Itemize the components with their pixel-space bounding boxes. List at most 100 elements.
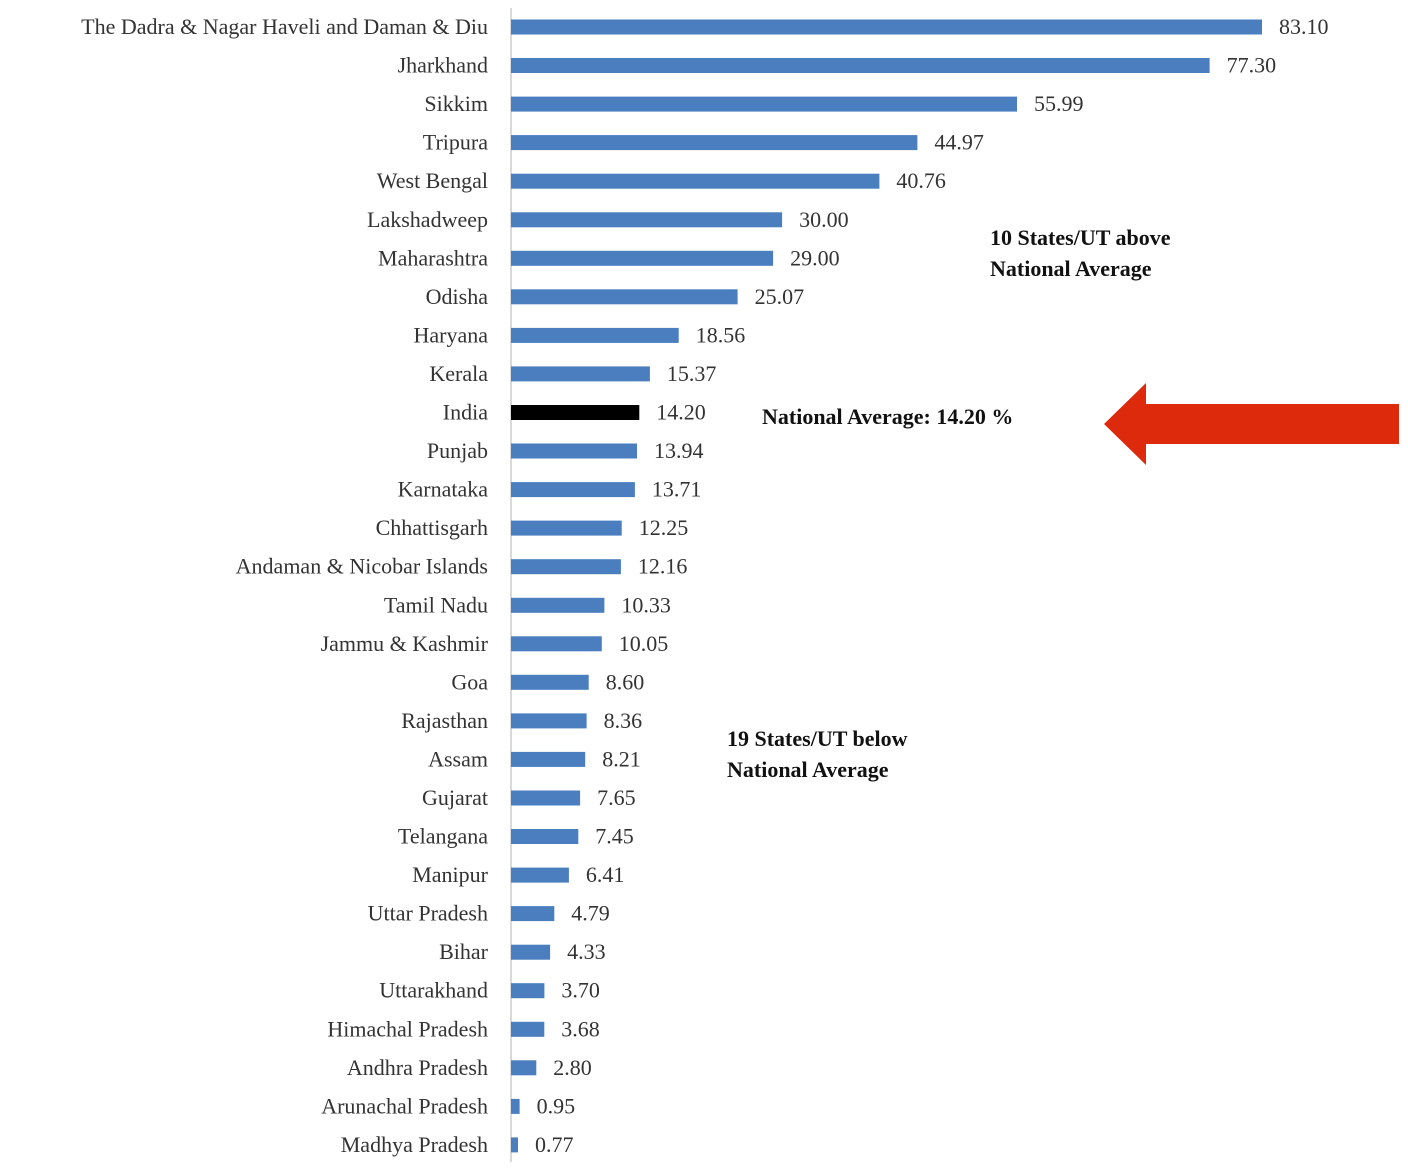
value-label-10: 14.20 (656, 400, 706, 425)
category-label-1: Jharkhand (398, 53, 488, 78)
value-label-27: 2.80 (553, 1055, 592, 1080)
bars-group (511, 19, 1262, 1153)
annotation-above-line1: 10 States/UT above (990, 225, 1171, 250)
annotation-below-line1: 19 States/UT below (727, 726, 908, 751)
bar-1 (511, 58, 1210, 73)
value-label-7: 25.07 (755, 284, 805, 309)
value-label-0: 83.10 (1279, 14, 1329, 39)
category-label-12: Karnataka (398, 477, 489, 502)
category-label-9: Kerala (429, 361, 488, 386)
annotation-above-line2: National Average (990, 256, 1152, 281)
value-label-14: 12.16 (638, 554, 688, 579)
value-label-19: 8.21 (602, 746, 641, 771)
category-label-26: Himachal Pradesh (327, 1016, 488, 1041)
value-label-13: 12.25 (639, 515, 689, 540)
bar-24 (511, 944, 551, 960)
value-label-2: 55.99 (1034, 91, 1084, 116)
category-label-13: Chhattisgarh (376, 515, 488, 540)
bar-0 (511, 19, 1262, 35)
category-labels-group: The Dadra & Nagar Haveli and Daman & Diu… (81, 14, 489, 1157)
category-label-15: Tamil Nadu (384, 592, 488, 617)
bar-28 (511, 1098, 520, 1114)
value-label-9: 15.37 (667, 361, 717, 386)
category-label-7: Odisha (426, 284, 489, 309)
value-label-8: 18.56 (696, 322, 746, 347)
category-label-18: Rajasthan (401, 708, 488, 733)
bar-3 (511, 135, 918, 151)
bar-22 (511, 867, 569, 883)
category-label-19: Assam (428, 746, 488, 771)
value-label-22: 6.41 (586, 862, 625, 887)
bar-9 (511, 366, 650, 382)
bar-20 (511, 790, 581, 806)
bar-2 (511, 96, 1017, 112)
bar-14 (511, 559, 621, 575)
value-label-18: 8.36 (604, 708, 643, 733)
value-label-21: 7.45 (595, 824, 634, 849)
bar-29 (511, 1137, 518, 1153)
bar-23 (511, 906, 555, 922)
value-label-15: 10.33 (621, 592, 671, 617)
bar-16 (511, 636, 602, 652)
bar-4 (511, 173, 880, 189)
bar-18 (511, 713, 587, 729)
value-label-4: 40.76 (896, 168, 946, 193)
value-label-29: 0.77 (535, 1132, 574, 1157)
value-label-17: 8.60 (606, 669, 645, 694)
category-label-25: Uttarakhand (379, 978, 488, 1003)
category-label-5: Lakshadweep (367, 207, 488, 232)
bar-27 (511, 1060, 537, 1076)
category-label-8: Haryana (413, 322, 488, 347)
value-label-11: 13.94 (654, 438, 704, 463)
category-label-4: West Bengal (377, 168, 488, 193)
bar-15 (511, 597, 605, 613)
category-label-10: India (443, 400, 488, 425)
category-label-6: Maharashtra (378, 245, 488, 270)
value-label-25: 3.70 (561, 978, 600, 1003)
category-label-27: Andhra Pradesh (347, 1055, 488, 1080)
category-label-2: Sikkim (424, 91, 488, 116)
bar-19 (511, 751, 586, 767)
category-label-14: Andaman & Nicobar Islands (236, 554, 488, 579)
category-label-16: Jammu & Kashmir (321, 631, 489, 656)
bar-12 (511, 482, 635, 498)
value-label-23: 4.79 (571, 901, 610, 926)
bar-11 (511, 443, 637, 459)
annotation-below-line2: National Average (727, 757, 889, 782)
value-label-1: 77.30 (1227, 53, 1277, 78)
category-label-11: Punjab (427, 438, 488, 463)
value-label-20: 7.65 (597, 785, 636, 810)
category-label-23: Uttar Pradesh (368, 901, 488, 926)
bar-8 (511, 327, 679, 343)
bar-26 (511, 1021, 545, 1037)
category-label-24: Bihar (439, 939, 489, 964)
category-label-28: Arunachal Pradesh (321, 1093, 488, 1118)
category-label-0: The Dadra & Nagar Haveli and Daman & Diu (81, 14, 488, 39)
value-label-16: 10.05 (619, 631, 669, 656)
category-label-17: Goa (451, 669, 488, 694)
bar-6 (511, 250, 774, 266)
category-label-22: Manipur (412, 862, 488, 887)
bar-13 (511, 520, 622, 536)
category-label-3: Tripura (423, 130, 488, 155)
bar-17 (511, 674, 589, 690)
value-label-12: 13.71 (652, 477, 702, 502)
value-label-5: 30.00 (799, 207, 849, 232)
value-label-6: 29.00 (790, 245, 840, 270)
annotation-national-average: National Average: 14.20 % (762, 404, 1013, 429)
bar-21 (511, 829, 579, 844)
value-label-26: 3.68 (561, 1016, 600, 1041)
category-label-21: Telangana (398, 824, 488, 849)
value-label-24: 4.33 (567, 939, 606, 964)
value-label-28: 0.95 (537, 1093, 576, 1118)
bar-7 (511, 289, 738, 305)
category-label-29: Madhya Pradesh (341, 1132, 488, 1157)
bar-10 (511, 405, 640, 420)
bar-25 (511, 983, 545, 999)
bar-5 (511, 212, 783, 228)
value-label-3: 44.97 (934, 130, 984, 155)
category-label-20: Gujarat (422, 785, 488, 810)
left-arrow-icon (1104, 383, 1399, 465)
